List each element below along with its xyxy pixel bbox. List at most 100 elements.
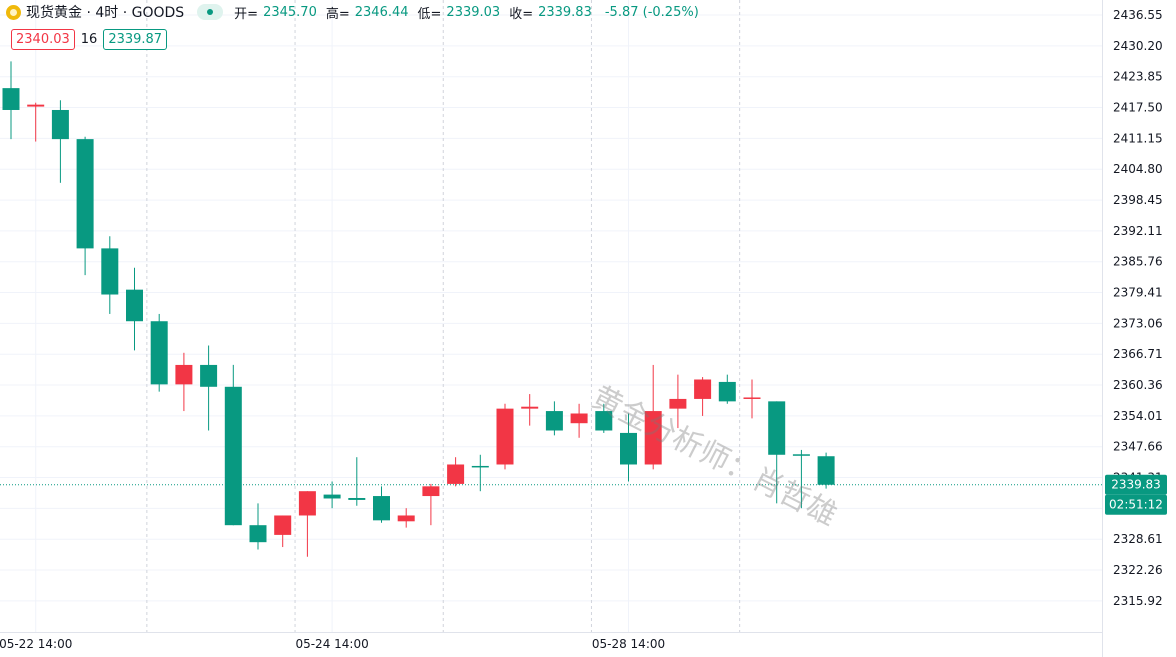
- candle: [274, 515, 292, 548]
- candle-body: [101, 248, 119, 295]
- candle: [545, 401, 563, 436]
- candle-body: [620, 432, 637, 465]
- candle: [422, 483, 440, 526]
- candle: [570, 403, 588, 438]
- symbol-title[interactable]: 现货黄金 · 4时 · GOODS: [26, 5, 185, 21]
- last-price-value: 2339.83: [1111, 478, 1161, 492]
- candle-body: [669, 398, 687, 409]
- price-tick-label: 2328.61: [1113, 532, 1163, 546]
- candle: [669, 374, 687, 429]
- candle-body: [447, 464, 465, 484]
- candle: [323, 481, 341, 509]
- candle: [150, 313, 168, 392]
- candle-body: [348, 497, 366, 500]
- grid-layer: [0, 0, 1102, 632]
- candle: [298, 491, 316, 557]
- candle: [373, 486, 390, 523]
- symbol-legend: 现货黄金 · 4时 · GOODS 开= 2345.70 高= 2346.44 低=…: [6, 2, 699, 22]
- price-tick-label: 2423.85: [1113, 70, 1163, 84]
- candle: [595, 403, 613, 433]
- candle: [126, 267, 143, 351]
- price-tick-label: 2436.55: [1113, 8, 1163, 22]
- candle-body: [817, 456, 835, 485]
- price-tick-label: 2379.41: [1113, 286, 1163, 300]
- last-price-tag: [1105, 474, 1167, 495]
- candle-body: [2, 88, 20, 110]
- candle: [496, 403, 514, 470]
- candle-body: [570, 413, 588, 424]
- candle-body: [768, 401, 786, 455]
- candle: [101, 236, 119, 314]
- candle-layer: [2, 61, 835, 557]
- candle: [743, 379, 761, 419]
- candle: [694, 377, 712, 416]
- candle-body: [792, 454, 810, 456]
- market-status-icon[interactable]: [197, 4, 224, 20]
- candle: [792, 449, 810, 509]
- bar-countdown: 02:51:12: [1109, 498, 1163, 512]
- price-tick-label: 2315.92: [1113, 594, 1163, 608]
- candle-body: [545, 411, 563, 431]
- price-tick-label: 2347.66: [1113, 440, 1163, 454]
- candle-body: [373, 496, 390, 521]
- price-tick-label: 2404.80: [1113, 162, 1163, 176]
- time-tick-label: 05-28 14:00: [592, 637, 665, 651]
- candle: [76, 136, 94, 276]
- time-axis[interactable]: 05-22 14:00 05-24 14:00 05-28 14:00: [0, 632, 1102, 657]
- close-value: 2339.83: [538, 4, 592, 20]
- open-label: 开=: [234, 6, 259, 22]
- change-value: -5.87 (-0.25%): [604, 4, 699, 20]
- candle: [249, 503, 267, 550]
- open-value: 2345.70: [263, 4, 317, 20]
- high-value: 2346.44: [354, 4, 409, 20]
- sell-price-button[interactable]: 2340.03: [11, 28, 75, 50]
- bid-ask-legend: 2340.03 16 2339.87: [11, 28, 168, 50]
- candle-body: [595, 411, 613, 431]
- candle-body: [397, 515, 415, 522]
- buy-price-button[interactable]: 2339.87: [103, 28, 168, 50]
- candle-body: [27, 104, 45, 107]
- gold-coin-icon: [6, 4, 21, 20]
- candle: [348, 457, 366, 506]
- candle-body: [175, 364, 193, 385]
- price-tick-label: 2385.76: [1113, 255, 1163, 269]
- low-label: 低=: [417, 6, 442, 22]
- candle-body: [249, 525, 267, 543]
- price-tick-label: 2322.26: [1113, 563, 1163, 577]
- candle-body: [76, 139, 94, 249]
- candle-body: [323, 494, 341, 499]
- price-axis[interactable]: 2436.55 2430.20 2423.85 2417.50 2411.15 2404.…: [1102, 0, 1176, 657]
- candle-body: [743, 397, 761, 399]
- price-tick-label: 2392.11: [1113, 224, 1163, 238]
- candle-body: [150, 321, 168, 385]
- candle: [200, 345, 218, 431]
- candle: [471, 454, 489, 492]
- price-tick-label: 2366.71: [1113, 347, 1163, 361]
- candle-body: [200, 364, 218, 387]
- candle: [2, 61, 20, 140]
- candle: [397, 508, 415, 528]
- candle: [644, 364, 662, 470]
- time-axis-background: [0, 632, 1102, 657]
- candle-body: [694, 379, 712, 399]
- time-tick-label: 05-22 14:00: [0, 637, 72, 651]
- candle-body: [51, 109, 69, 140]
- candle: [447, 457, 465, 487]
- candle-body: [126, 289, 143, 322]
- spread-value: 16: [80, 31, 98, 47]
- high-label: 高=: [325, 6, 350, 22]
- price-tick-label: 2354.01: [1113, 409, 1163, 423]
- price-tick-label: 2360.36: [1113, 378, 1163, 392]
- candle: [224, 364, 242, 526]
- candle: [27, 102, 45, 142]
- candle-body: [718, 381, 736, 402]
- candle-body: [224, 386, 242, 526]
- candle: [175, 352, 193, 412]
- candle: [51, 100, 69, 183]
- price-tick-label: 2373.06: [1113, 316, 1163, 330]
- time-tick-label: 05-24 14:00: [295, 637, 368, 651]
- candle-body: [274, 515, 292, 535]
- candle: [620, 413, 637, 482]
- candle: [718, 374, 736, 404]
